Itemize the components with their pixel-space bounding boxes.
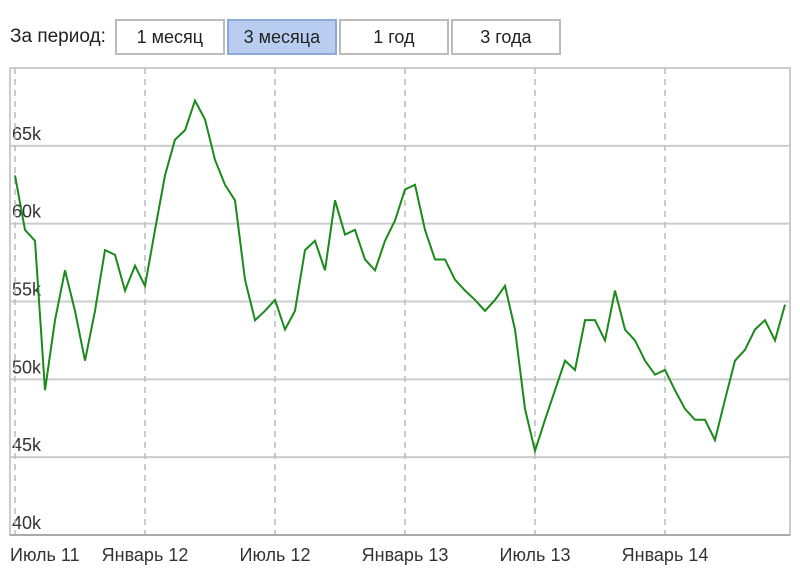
period-label: За период: — [10, 26, 106, 47]
price-line — [14, 98, 786, 455]
x-tick-label: Июль 11 — [10, 545, 80, 565]
x-tick-label: Январь 12 — [102, 545, 189, 565]
y-tick-label: 40k — [12, 513, 42, 533]
y-tick-label: 45k — [12, 435, 42, 455]
period-button[interactable]: 3 месяца — [226, 19, 337, 55]
period-button[interactable]: 1 месяц — [114, 19, 225, 55]
x-tick-label: Июль 13 — [500, 545, 571, 565]
x-tick-label: Январь 14 — [622, 545, 709, 565]
period-button[interactable]: 1 год — [338, 19, 449, 55]
y-tick-label: 65k — [12, 124, 42, 144]
y-tick-label: 60k — [12, 202, 42, 222]
y-tick-label: 55k — [12, 280, 42, 300]
period-bar: За период: 1 месяц 3 месяца 1 год 3 года — [10, 19, 563, 55]
y-tick-label: 50k — [12, 357, 42, 377]
period-button[interactable]: 3 года — [450, 19, 561, 55]
x-tick-label: Январь 13 — [362, 545, 449, 565]
x-tick-label: Июль 12 — [240, 545, 311, 565]
